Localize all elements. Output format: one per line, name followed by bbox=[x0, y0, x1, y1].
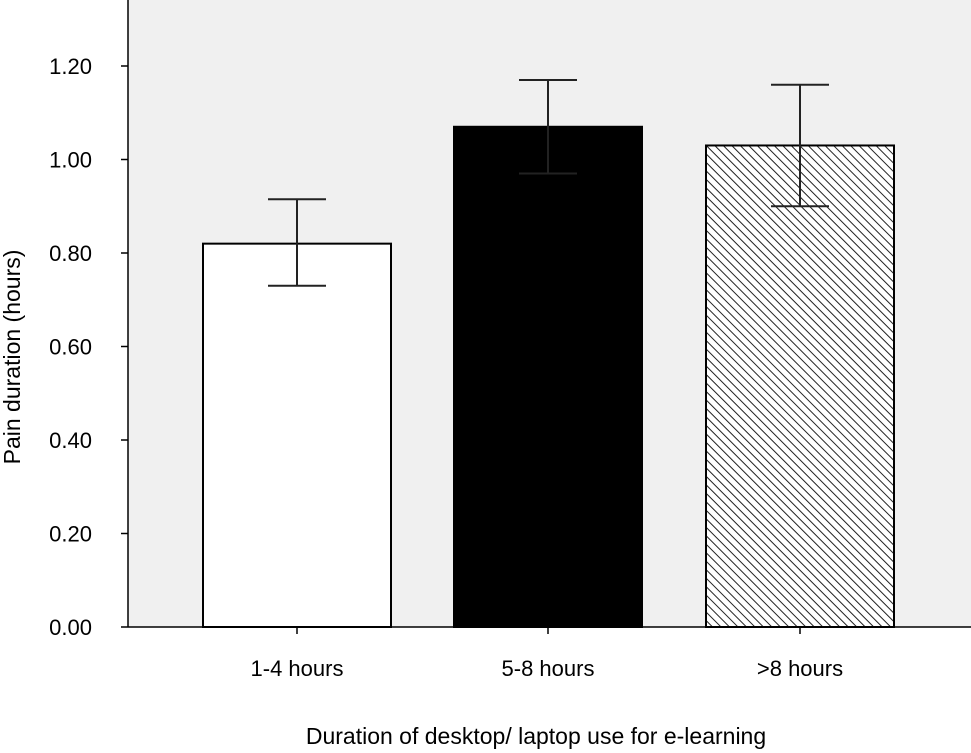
bar-1 bbox=[202, 242, 392, 628]
error-bar-1 bbox=[268, 198, 326, 287]
x-tick-label: 1-4 hours bbox=[251, 656, 344, 681]
error-bar-3 bbox=[771, 83, 829, 208]
bar-3 bbox=[705, 144, 895, 628]
y-tick-label: 0.60 bbox=[49, 335, 92, 360]
bar-2 bbox=[453, 125, 643, 629]
x-tick-label: >8 hours bbox=[757, 656, 843, 681]
x-axis-title: Duration of desktop/ laptop use for e-le… bbox=[306, 723, 766, 749]
y-ticks-layer: 0.00 0.20 0.40 0.60 0.80 1.00 1.20 bbox=[49, 54, 128, 640]
y-tick-label: 0.40 bbox=[49, 428, 92, 453]
y-tick-label: 0.00 bbox=[49, 615, 92, 640]
y-tick-label: 1.20 bbox=[49, 54, 92, 79]
error-bars-layer bbox=[268, 79, 829, 287]
x-ticks-layer: 1-4 hours 5-8 hours >8 hours bbox=[251, 627, 843, 681]
error-bar-2 bbox=[519, 79, 577, 175]
y-tick-label: 1.00 bbox=[49, 148, 92, 173]
x-tick-label: 5-8 hours bbox=[502, 656, 595, 681]
y-tick-label: 0.80 bbox=[49, 241, 92, 266]
y-tick-label: 0.20 bbox=[49, 522, 92, 547]
bars-layer bbox=[202, 125, 895, 629]
y-axis-title: Pain duration (hours) bbox=[0, 250, 25, 465]
